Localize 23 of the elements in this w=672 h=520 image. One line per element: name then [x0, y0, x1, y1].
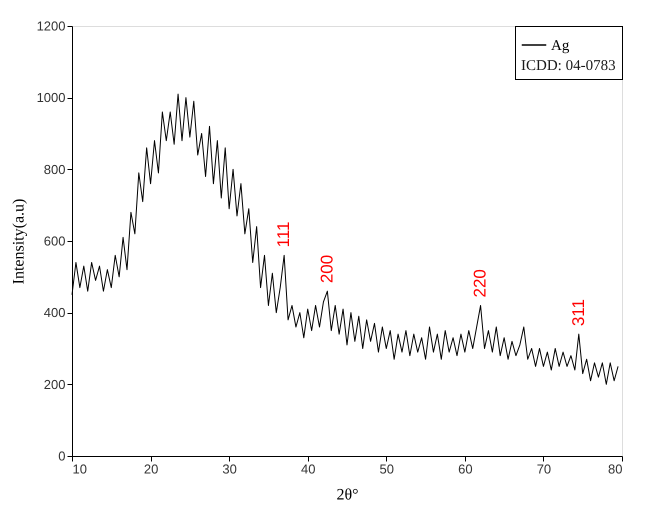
x-tick-label: 30 — [222, 462, 237, 476]
x-tick-label: 50 — [380, 462, 394, 476]
y-tick-label: 1200 — [36, 18, 66, 34]
y-tick-label: 200 — [44, 376, 66, 392]
y-tick-label: 400 — [44, 305, 66, 320]
annotation: 200 — [317, 254, 336, 284]
x-tick-label: 60 — [458, 462, 473, 476]
x-tick-label: 70 — [536, 462, 552, 476]
annotation: 111 — [274, 221, 294, 248]
y-tick-label: 0 — [58, 448, 66, 464]
y-axis-title: Intensity(a.u) — [10, 198, 28, 284]
x-tick-label: 20 — [144, 462, 158, 476]
x-tick-label: 10 — [72, 462, 87, 476]
y-tick-label: 800 — [44, 162, 66, 177]
annotation: 220 — [470, 269, 490, 298]
x-axis-title: 2θ° — [336, 486, 359, 504]
legend-title: ICDD: 04-0783 — [521, 58, 616, 74]
y-tick-label: 600 — [44, 234, 66, 248]
legend-label: Ag — [551, 38, 570, 54]
x-tick-label: 80 — [608, 462, 622, 476]
y-tick-label: 1000 — [36, 90, 66, 106]
x-tick-label: 40 — [300, 462, 316, 476]
annotation: 311 — [568, 299, 588, 326]
